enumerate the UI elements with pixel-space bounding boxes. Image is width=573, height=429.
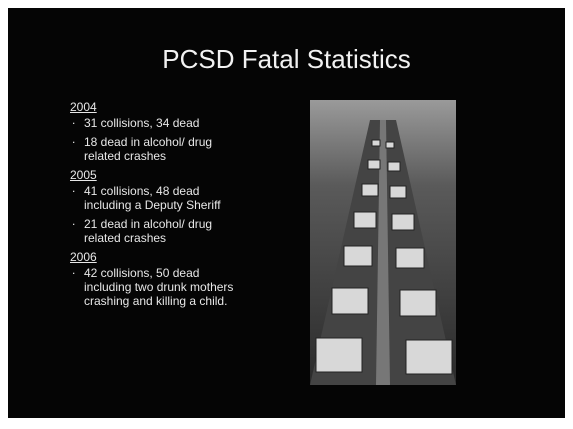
bullet: 42 collisions, 50 dead including two dru… [70, 263, 244, 308]
bullet: 41 collisions, 48 dead including a Deput… [70, 181, 244, 212]
year-heading: 2005 [70, 168, 97, 182]
bullet-list: 31 collisions, 34 dead 18 dead in alcohol… [70, 113, 270, 163]
year-heading: 2006 [70, 250, 97, 264]
bullet: 31 collisions, 34 dead [70, 113, 244, 130]
traffic-photo [310, 100, 456, 385]
bullet-list: 42 collisions, 50 dead including two dru… [70, 263, 270, 308]
slide: PCSD Fatal Statistics 200431 collisions,… [8, 8, 565, 418]
bullet: 18 dead in alcohol/ drug related crashes [70, 132, 244, 163]
year-heading: 2004 [70, 100, 97, 114]
bullet-list: 41 collisions, 48 dead including a Deput… [70, 181, 270, 245]
bullet: 21 dead in alcohol/ drug related crashes [70, 214, 244, 245]
content: 200431 collisions, 34 dead 18 dead in alc… [70, 96, 270, 313]
slide-title: PCSD Fatal Statistics [162, 44, 411, 74]
